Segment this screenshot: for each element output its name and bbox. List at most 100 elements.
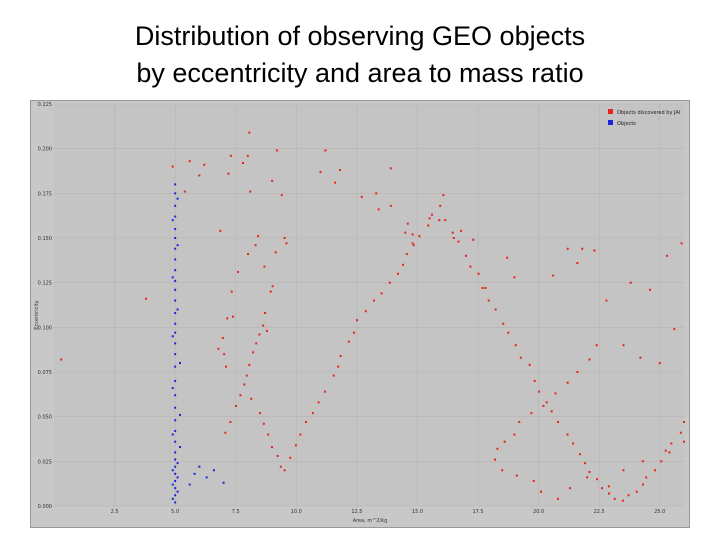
data-point-red bbox=[484, 287, 487, 290]
data-point-red bbox=[519, 356, 522, 359]
data-point-red bbox=[389, 167, 392, 170]
data-point-red bbox=[317, 401, 320, 404]
data-point-blue bbox=[174, 192, 177, 195]
data-point-red bbox=[224, 431, 227, 434]
data-point-red bbox=[258, 333, 261, 336]
data-point-blue bbox=[176, 476, 179, 479]
data-point-red bbox=[635, 490, 638, 493]
data-point-red bbox=[658, 362, 661, 365]
x-tick-label: 2.5 bbox=[111, 509, 119, 515]
data-point-red bbox=[276, 454, 279, 457]
data-point-red bbox=[528, 363, 531, 366]
data-points bbox=[60, 131, 685, 504]
y-axis-ticks: 0.000 0.025 0.050 0.075 0.100 0.125 0.150 0.175… bbox=[38, 102, 52, 510]
y-tick-label: 0.125 bbox=[38, 281, 52, 287]
grid-lines bbox=[54, 103, 684, 507]
data-point-red bbox=[660, 460, 663, 463]
data-point-blue bbox=[174, 342, 177, 345]
data-point-red bbox=[270, 446, 273, 449]
data-point-red bbox=[431, 213, 433, 216]
data-point-red bbox=[339, 354, 342, 357]
data-point-red bbox=[229, 154, 232, 157]
data-point-red bbox=[538, 390, 541, 393]
data-point-blue bbox=[212, 469, 215, 472]
data-point-red bbox=[323, 390, 326, 393]
x-tick-label: 25.0 bbox=[654, 509, 665, 515]
data-point-blue bbox=[174, 237, 177, 239]
data-point-red bbox=[566, 247, 569, 250]
data-point-red bbox=[347, 340, 350, 343]
data-point-blue bbox=[174, 247, 177, 250]
x-tick-label: 7.5 bbox=[232, 509, 240, 515]
data-point-red bbox=[271, 179, 274, 182]
y-tick-label: 0.075 bbox=[38, 370, 52, 376]
data-point-red bbox=[236, 270, 239, 273]
data-point-red bbox=[257, 235, 260, 238]
data-point-red bbox=[552, 274, 555, 277]
x-tick-label: 17.5 bbox=[472, 509, 483, 515]
data-point-red bbox=[621, 499, 624, 502]
data-point-blue bbox=[174, 406, 177, 409]
data-point-red bbox=[229, 421, 232, 424]
data-point-red bbox=[664, 449, 667, 452]
data-point-red bbox=[239, 394, 242, 397]
data-point-blue bbox=[176, 490, 179, 493]
data-point-red bbox=[263, 265, 266, 268]
data-point-red bbox=[532, 479, 535, 482]
y-axis-label: Eccentricity bbox=[34, 300, 40, 329]
data-point-red bbox=[402, 263, 405, 266]
data-point-red bbox=[267, 433, 270, 436]
legend-swatch-red bbox=[608, 109, 613, 114]
data-point-red bbox=[334, 181, 337, 184]
data-point-red bbox=[319, 170, 322, 173]
data-point-red bbox=[411, 242, 414, 245]
data-point-red bbox=[332, 374, 335, 377]
data-point-blue bbox=[174, 331, 177, 334]
data-point-blue bbox=[176, 244, 179, 247]
data-point-red bbox=[649, 288, 652, 291]
data-point-red bbox=[235, 404, 238, 407]
data-point-red bbox=[487, 299, 490, 302]
data-point-red bbox=[259, 412, 262, 415]
y-tick-label: 0.200 bbox=[38, 147, 52, 153]
data-point-blue bbox=[174, 204, 177, 207]
data-point-red bbox=[265, 329, 268, 332]
data-point-red bbox=[377, 208, 380, 211]
data-point-red bbox=[452, 237, 455, 239]
data-point-red bbox=[338, 169, 341, 172]
data-point-red bbox=[494, 308, 497, 311]
data-point-red bbox=[373, 299, 376, 302]
y-tick-label: 0.050 bbox=[38, 415, 52, 421]
data-point-red bbox=[639, 356, 642, 359]
data-point-blue bbox=[174, 429, 177, 432]
data-point-red bbox=[557, 497, 559, 500]
data-point-red bbox=[469, 265, 472, 268]
data-point-red bbox=[438, 219, 441, 222]
data-point-blue bbox=[174, 353, 177, 356]
data-point-red bbox=[566, 381, 569, 384]
y-tick-label: 0.100 bbox=[38, 325, 52, 331]
plot-area bbox=[54, 104, 684, 506]
data-point-red bbox=[566, 433, 569, 436]
data-point-red bbox=[579, 453, 582, 456]
data-point-red bbox=[545, 401, 548, 404]
data-point-red bbox=[584, 462, 587, 465]
data-point-blue bbox=[174, 288, 177, 291]
data-point-red bbox=[289, 456, 292, 459]
data-point-red bbox=[494, 458, 496, 461]
data-point-red bbox=[605, 299, 608, 302]
x-tick-label: 15.0 bbox=[412, 509, 423, 515]
data-point-red bbox=[680, 242, 683, 245]
data-point-blue bbox=[174, 279, 177, 282]
data-point-red bbox=[627, 494, 630, 497]
data-point-red bbox=[412, 244, 415, 247]
data-point-blue bbox=[171, 387, 174, 390]
data-point-red bbox=[223, 353, 226, 356]
data-point-red bbox=[595, 344, 598, 347]
data-point-red bbox=[227, 172, 230, 175]
data-point-red bbox=[683, 440, 685, 443]
data-point-blue bbox=[174, 379, 177, 382]
data-point-red bbox=[230, 290, 233, 293]
data-point-blue bbox=[171, 219, 174, 222]
data-point-blue bbox=[174, 322, 177, 325]
